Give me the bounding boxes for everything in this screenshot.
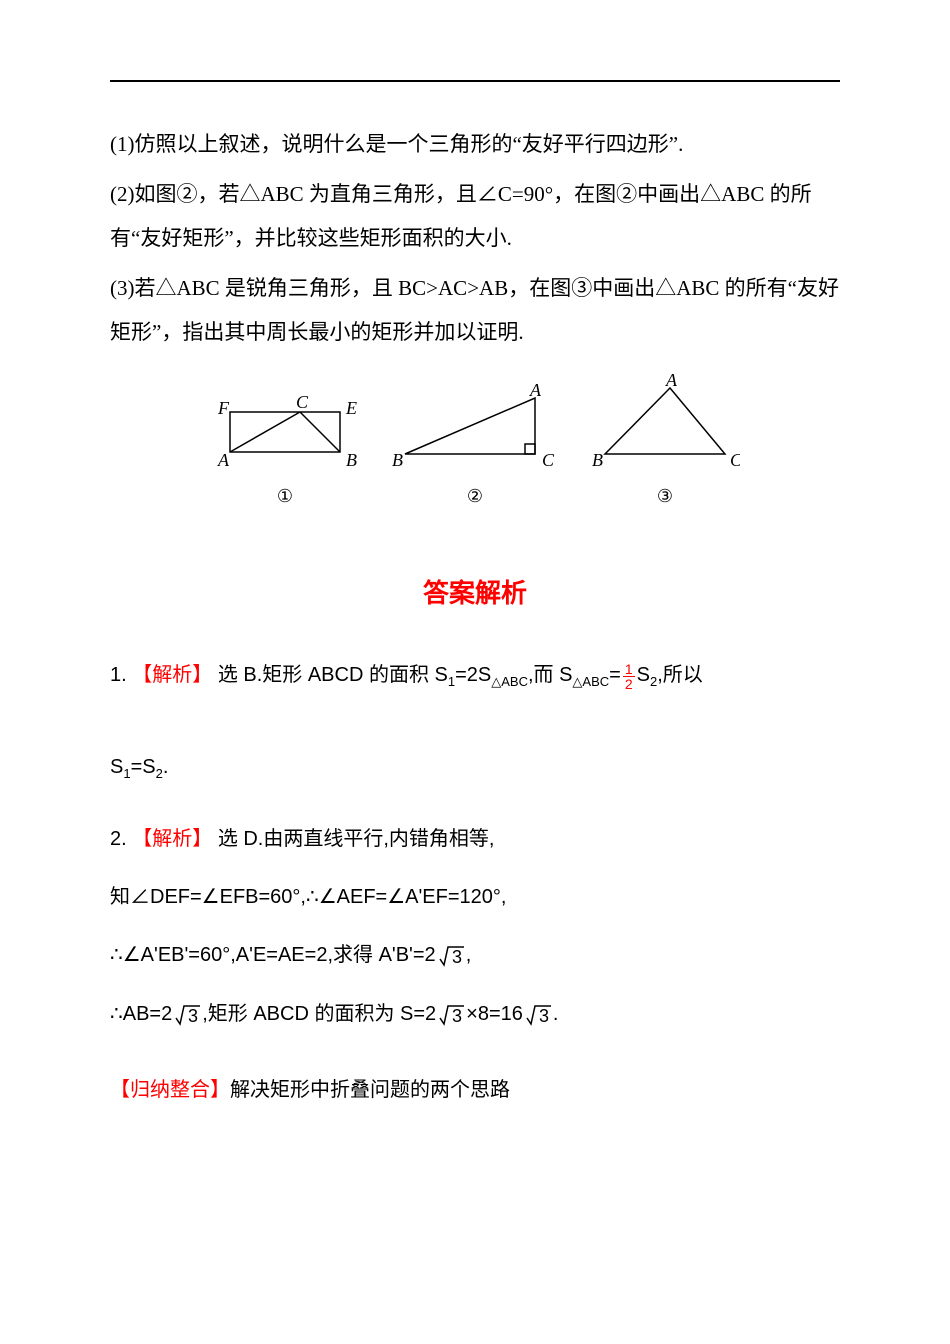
fraction-den: 2 [623, 677, 635, 691]
sqrt-3-c: 3 [436, 988, 466, 1040]
sol1-text-eq: =2S [455, 664, 491, 686]
solution-2-line-4: ∴AB=23,矩形 ABCD 的面积为 S=23×8=163. [110, 988, 840, 1041]
sqrt-3-d: 3 [523, 988, 553, 1040]
sol1-sub-abc: △ABC [491, 674, 528, 689]
fig3-label-C: C [730, 450, 740, 470]
sqrt-3-b: 3 [172, 988, 202, 1040]
fraction-half: 12 [623, 662, 635, 691]
summary-line: 【归纳整合】解决矩形中折叠问题的两个思路 [110, 1064, 840, 1116]
sol1-text-mid: ,而 S [528, 664, 572, 686]
top-rule [110, 80, 840, 82]
fig2-label-C: C [542, 450, 555, 470]
answer-heading: 答案解析 [110, 566, 840, 621]
fig1-label-B: B [346, 450, 357, 470]
svg-text:3: 3 [539, 1006, 549, 1026]
sol1-text-s2: S [637, 664, 650, 686]
summary-text: 解决矩形中折叠问题的两个思路 [230, 1079, 510, 1101]
solution-1-line-2: S1=S2. [110, 741, 840, 793]
solutions: 1. 【解析】 选 B.矩形 ABCD 的面积 S1=2S△ABC,而 S△AB… [110, 649, 840, 1116]
solution-1-line-1: 1. 【解析】 选 B.矩形 ABCD 的面积 S1=2S△ABC,而 S△AB… [110, 649, 840, 701]
sol1-text-a: 选 B.矩形 ABCD 的面积 S [218, 664, 448, 686]
figure-2-caption: ② [467, 478, 483, 516]
figure-3-caption: ③ [657, 478, 673, 516]
figure-2: A B C ② [390, 384, 560, 516]
question-3: (3)若△ABC 是锐角三角形，且 BC>AC>AB，在图③中画出△ABC 的所… [110, 266, 840, 354]
fig1-label-A: A [217, 450, 230, 470]
figure-3-svg: A B C [590, 374, 740, 474]
question-2: (2)如图②，若△ABC 为直角三角形，且∠C=90°，在图②中画出△ABC 的… [110, 172, 840, 260]
sol2-e-mid2: ×8=16 [466, 1003, 523, 1025]
svg-text:3: 3 [188, 1006, 198, 1026]
fig3-label-A: A [665, 374, 678, 390]
fig2-label-A: A [529, 384, 542, 400]
figure-2-svg: A B C [390, 384, 560, 474]
solution-2-line-1: 2. 【解析】 选 D.由两直线平行,内错角相等, [110, 813, 840, 865]
sol2-e-mid: ,矩形 ABCD 的面积为 S=2 [202, 1003, 436, 1025]
figure-1: F C E A B ① [210, 394, 360, 516]
figure-1-svg: F C E A B [210, 394, 360, 474]
fig1-label-C: C [296, 394, 309, 412]
sqrt-3-a: 3 [436, 930, 466, 982]
fig1-label-E: E [345, 398, 357, 418]
summary-tag: 【归纳整合】 [110, 1079, 230, 1101]
sol2-e-before: ∴AB=2 [110, 1003, 172, 1025]
figure-1-caption: ① [277, 478, 293, 516]
fraction-num: 1 [623, 662, 635, 677]
sol2-num: 2. [110, 828, 127, 850]
sol2-text-a: 选 D.由两直线平行,内错角相等, [218, 828, 495, 850]
page: (1)仿照以上叙述，说明什么是一个三角形的“友好平行四边形”. (2)如图②，若… [0, 0, 950, 1182]
figure-3: A B C ③ [590, 374, 740, 516]
sol1-sub-abc2: △ABC [572, 674, 609, 689]
solution-2-line-2: 知∠DEF=∠EFB=60°,∴∠AEF=∠A'EF=120°, [110, 871, 840, 923]
fig2-label-B: B [392, 450, 403, 470]
sol2-tag: 【解析】 [132, 828, 212, 850]
sol1-text-end: ,所以 [657, 664, 703, 686]
svg-text:3: 3 [452, 1006, 462, 1026]
sol2-d-before: ∴∠A'EB'=60°,A'E=AE=2,求得 A'B'=2 [110, 944, 436, 966]
figures-row: F C E A B ① A B C [110, 374, 840, 516]
question-1: (1)仿照以上叙述，说明什么是一个三角形的“友好平行四边形”. [110, 122, 840, 166]
sol2-d-after: , [466, 944, 472, 966]
fig3-label-B: B [592, 450, 603, 470]
sol1-text-eq2: = [609, 664, 621, 686]
sol1-tag: 【解析】 [132, 664, 212, 686]
sol2-e-after: . [553, 1003, 559, 1025]
sol1-num: 1. [110, 664, 127, 686]
svg-text:3: 3 [452, 947, 462, 967]
fig1-label-F: F [217, 398, 230, 418]
solution-2-line-3: ∴∠A'EB'=60°,A'E=AE=2,求得 A'B'=2 3, [110, 929, 840, 982]
